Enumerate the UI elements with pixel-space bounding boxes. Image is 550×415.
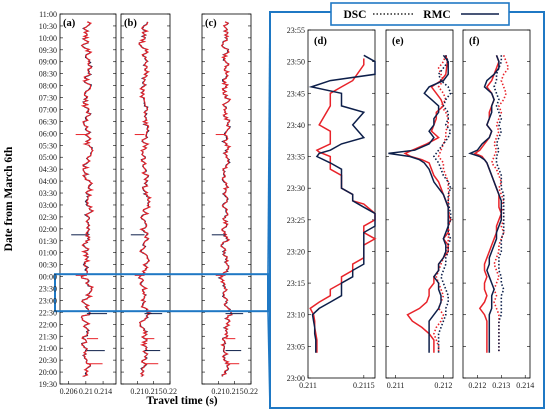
- zoom-x-tick-label: 0.214: [516, 381, 534, 390]
- zoom-y-tick-label: 23:50: [287, 58, 305, 67]
- zoom-x-tick-label: 0.211: [299, 381, 317, 390]
- panel-label: (b): [124, 18, 137, 29]
- zoom-panel-label: (f): [469, 36, 480, 47]
- y-tick-label: 07:00: [39, 105, 57, 114]
- y-tick-label: 00:00: [39, 273, 57, 282]
- x-tick-label: 0.21: [130, 387, 144, 396]
- series-line-rmc-solid: [308, 54, 376, 353]
- y-tick-label: 09:30: [39, 46, 57, 55]
- series-line-rmc: [80, 21, 95, 377]
- series-line-dsc-solid: [403, 55, 452, 353]
- x-tick-label: 0.206: [60, 387, 78, 396]
- series-line-rmc-solid: [468, 55, 503, 353]
- zoom-highlight-box: [54, 273, 269, 313]
- y-tick-label: 10:00: [39, 34, 57, 43]
- y-tick-label: 21:00: [39, 344, 57, 353]
- zoom-y-tick-label: 23:10: [287, 311, 305, 320]
- zoom-y-tick-label: 23:45: [287, 89, 305, 98]
- zoom-y-tick-label: 23:20: [287, 247, 305, 256]
- y-tick-label: 03:30: [39, 189, 57, 198]
- zoom-x-tick-label: 0.2115: [353, 381, 375, 390]
- y-tick-label: 02:00: [39, 225, 57, 234]
- series-line-rmc: [217, 21, 233, 377]
- y-tick-label: 20:30: [39, 356, 57, 365]
- y-tick-label: 02:30: [39, 213, 57, 222]
- y-tick-label: 01:30: [39, 237, 57, 246]
- x-tick-label: 0.22: [163, 387, 177, 396]
- series-line-dsc: [218, 21, 233, 377]
- y-tick-label: 22:00: [39, 320, 57, 329]
- x-axis-label: Travel time (s): [146, 395, 217, 407]
- zoom-connector-bottom: [267, 311, 271, 409]
- x-tick-label: 0.21: [79, 387, 93, 396]
- series-line-rmc-dotted: [432, 55, 452, 353]
- series-line-dsc-solid: [473, 55, 503, 353]
- panel-frame-c: [201, 13, 252, 385]
- zoom-y-tick-label: 23:40: [287, 121, 305, 130]
- y-tick-label: 22:30: [39, 308, 57, 317]
- panel-frame-b: [120, 13, 171, 385]
- y-tick-label: 08:00: [39, 82, 57, 91]
- y-tick-label: 04:30: [39, 165, 57, 174]
- series-line-dsc: [80, 21, 95, 377]
- y-tick-label: 07:30: [39, 94, 57, 103]
- zoom-y-tick-label: 23:30: [287, 184, 305, 193]
- x-tick-label: 0.215: [145, 387, 163, 396]
- panel-label: (a): [63, 18, 76, 29]
- y-axis-label: Date from March 6th: [3, 146, 15, 251]
- y-tick-label: 23:30: [39, 285, 57, 294]
- y-tick-label: 09:00: [39, 58, 57, 67]
- zoom-y-tick-label: 23:35: [287, 153, 305, 162]
- zoom-y-tick-label: 23:05: [287, 342, 305, 351]
- y-tick-label: 11:00: [39, 10, 57, 19]
- panel-frame-a: [59, 13, 117, 385]
- zoom-x-tick-label: 0.212: [434, 381, 452, 390]
- x-tick-label: 0.21: [211, 387, 225, 396]
- legend-label-rmc: RMC: [423, 9, 450, 21]
- zoom-x-tick-label: 0.213: [492, 381, 510, 390]
- y-tick-label: 06:30: [39, 117, 57, 126]
- zoom-panel-frame-f: [462, 29, 531, 379]
- series-line-dsc-solid: [309, 58, 377, 353]
- y-tick-label: 04:00: [39, 177, 57, 186]
- zoom-y-tick-label: 23:25: [287, 216, 305, 225]
- y-tick-label: 21:30: [39, 332, 57, 341]
- series-line-rmc-solid: [388, 54, 449, 353]
- y-tick-label: 05:30: [39, 141, 57, 150]
- zoom-panel-label: (d): [314, 36, 327, 47]
- zoom-y-tick-label: 23:55: [287, 26, 305, 35]
- zoom-panel-frame-d: [307, 29, 376, 379]
- y-tick-label: 00:30: [39, 261, 57, 270]
- y-tick-label: 01:00: [39, 249, 57, 258]
- zoom-connector-top: [267, 11, 271, 275]
- x-tick-label: 0.214: [94, 387, 112, 396]
- zoom-x-tick-label: 0.211: [387, 381, 405, 390]
- zoom-y-tick-label: 23:15: [287, 279, 305, 288]
- panel-label: (c): [205, 18, 217, 29]
- legend-label-dsc: DSC: [343, 9, 366, 21]
- zoom-panel-frame-e: [385, 29, 454, 379]
- zoom-panel-label: (e): [392, 36, 404, 47]
- x-tick-label: 0.215: [226, 387, 244, 396]
- y-tick-label: 08:30: [39, 70, 57, 79]
- y-tick-label: 19:30: [39, 380, 57, 389]
- y-tick-label: 05:00: [39, 153, 57, 162]
- y-tick-label: 10:30: [39, 22, 57, 31]
- y-tick-label: 03:00: [39, 201, 57, 210]
- y-tick-label: 06:00: [39, 129, 57, 138]
- x-tick-label: 0.22: [244, 387, 258, 396]
- legend-box: [330, 2, 510, 26]
- zoom-y-tick-label: 23:00: [287, 374, 305, 383]
- y-tick-label: 20:00: [39, 368, 57, 377]
- series-line-dsc: [138, 21, 153, 377]
- zoom-x-tick-label: 0.212: [468, 381, 486, 390]
- y-tick-label: 23:00: [39, 296, 57, 305]
